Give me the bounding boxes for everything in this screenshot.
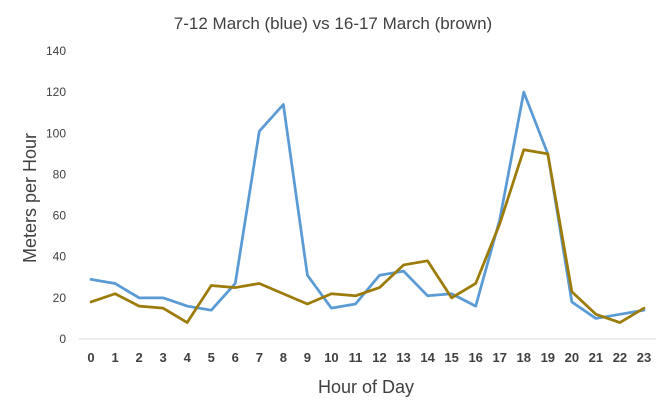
x-axis-ticks: 0 1 2 3 4 5 6 7 8 9 10 11 12 13 14 15 16 17 18 19 20 21 22 23 <box>87 350 651 365</box>
x-tick-label: 11 <box>349 350 363 365</box>
x-axis-title: Hour of Day <box>318 377 414 397</box>
x-tick-label: 2 <box>135 350 142 365</box>
y-tick-label: 20 <box>53 291 67 305</box>
x-tick-label: 0 <box>87 350 94 365</box>
x-tick-label: 1 <box>111 350 118 365</box>
x-tick-label: 21 <box>589 350 603 365</box>
y-tick-label: 40 <box>53 250 67 264</box>
x-tick-label: 20 <box>565 350 579 365</box>
x-tick-label: 5 <box>208 350 215 365</box>
y-tick-label: 0 <box>59 332 66 346</box>
x-tick-label: 14 <box>420 350 435 365</box>
series-layer <box>89 90 646 324</box>
x-tick-label: 17 <box>492 350 506 365</box>
series-line-1 <box>89 148 646 324</box>
x-tick-label: 23 <box>637 350 651 365</box>
x-tick-label: 13 <box>396 350 410 365</box>
x-tick-label: 9 <box>304 350 311 365</box>
y-axis-ticks: 0 20 40 60 80 100 120 140 <box>46 44 66 346</box>
x-tick-label: 4 <box>184 350 192 365</box>
series-line-0 <box>89 90 646 320</box>
chart-title: 7-12 March (blue) vs 16-17 March (brown) <box>174 14 492 33</box>
y-tick-label: 100 <box>46 126 66 140</box>
x-tick-label: 10 <box>324 350 338 365</box>
y-tick-label: 120 <box>46 85 66 99</box>
x-tick-label: 18 <box>517 350 531 365</box>
x-tick-label: 22 <box>613 350 627 365</box>
x-tick-label: 8 <box>280 350 287 365</box>
y-axis-title: Meters per Hour <box>20 133 40 263</box>
x-tick-label: 6 <box>232 350 239 365</box>
x-tick-label: 19 <box>541 350 555 365</box>
x-tick-label: 7 <box>256 350 263 365</box>
x-tick-label: 15 <box>444 350 458 365</box>
x-tick-label: 12 <box>372 350 386 365</box>
y-tick-label: 80 <box>53 167 67 181</box>
x-tick-label: 3 <box>160 350 167 365</box>
x-tick-label: 16 <box>468 350 482 365</box>
y-tick-label: 140 <box>46 44 66 58</box>
y-tick-label: 60 <box>53 209 67 223</box>
